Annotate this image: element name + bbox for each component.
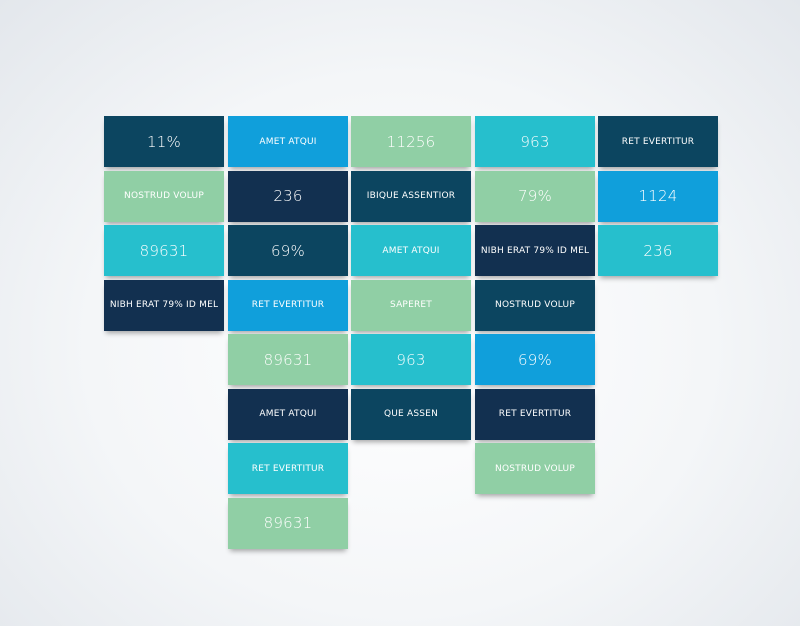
tile-label: AMET ATQUI [259,409,317,419]
tile: 236 [598,225,718,276]
tile-column: AMET ATQUI 236 69% RET EVERTITUR 89631 AMET A… [228,116,348,552]
tile: IBIQUE ASSENTIOR [351,170,471,222]
tile: AMET ATQUI [351,225,471,276]
tile-label: 963 [520,132,550,151]
tile: 963 [351,334,471,385]
tile-label: SAPERET [390,300,432,310]
tile-label: 79% [518,187,552,205]
tile: RET EVERTITUR [228,279,348,331]
tile-column: 963 79% NIBH ERAT 79% ID MEL NOSTRUD VOLUP 6… [475,116,595,498]
tile: 11256 [351,116,471,167]
tile: 1124 [598,170,718,222]
tile: 236 [228,170,348,222]
tile-label: 89631 [263,514,313,532]
tile: 963 [475,116,595,167]
tile: QUE ASSEN [351,388,471,440]
tile-label: NOSTRUD VOLUP [124,191,204,201]
tile-label: AMET ATQUI [382,245,440,256]
tile: 89631 [228,334,348,385]
tile-label: RET EVERTITUR [621,136,695,147]
tile-label: NIBH ERAT 79% ID MEL [109,300,219,310]
tile-column: RET EVERTITUR 1124 236 [598,116,718,280]
tile-label: NOSTRUD VOLUP [495,300,575,310]
tile: NOSTRUD VOLUP [475,443,595,494]
tile: NOSTRUD VOLUP [104,170,224,222]
tile: 79% [475,170,595,222]
tile: 89631 [104,225,224,276]
tile: RET EVERTITUR [475,388,595,440]
tile: 69% [228,225,348,276]
tile-label: NOSTRUD VOLUP [495,463,575,474]
tile: SAPERET [351,279,471,331]
tile-label: RET EVERTITUR [251,300,325,310]
tile-label: 11256 [386,132,436,151]
tile-label: QUE ASSEN [383,409,439,419]
tile: 69% [475,334,595,385]
tile: AMET ATQUI [228,116,348,167]
tile: 89631 [228,497,348,549]
tile-label: 963 [396,350,426,369]
tile-label: 69% [518,350,552,369]
tile: AMET ATQUI [228,388,348,440]
tile-label: AMET ATQUI [259,136,317,147]
tile-label: 89631 [139,241,189,260]
tile-label: IBIQUE ASSENTIOR [366,191,456,201]
tile-column: 11256 IBIQUE ASSENTIOR AMET ATQUI SAPERET 96… [351,116,471,443]
tile-label: NIBH ERAT 79% ID MEL [480,245,590,256]
tile-label: 89631 [263,350,313,369]
tile-label: 69% [271,241,305,260]
tile: NOSTRUD VOLUP [475,279,595,331]
tile-label: 1124 [638,187,678,205]
tile: RET EVERTITUR [228,443,348,494]
tile-label: 236 [273,187,303,205]
tile-label: 236 [643,241,673,260]
tile: 11% [104,116,224,167]
tile-column: 11% NOSTRUD VOLUP 89631 NIBH ERAT 79% ID ME… [104,116,224,334]
tile-label: 11% [147,132,181,151]
tile: NIBH ERAT 79% ID MEL [104,279,224,331]
tile-label: RET EVERTITUR [251,463,325,474]
tile-label: RET EVERTITUR [498,409,572,419]
tile: RET EVERTITUR [598,116,718,167]
tile: NIBH ERAT 79% ID MEL [475,225,595,276]
